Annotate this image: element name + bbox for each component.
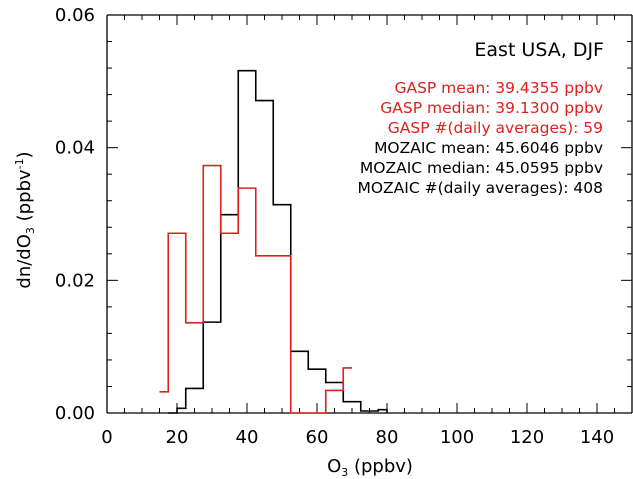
- x-tick-label: 0: [101, 427, 112, 448]
- x-tick-label: 60: [306, 427, 329, 448]
- x-tick-label: 120: [510, 427, 544, 448]
- annotation-line: MOZAIC #(daily averages): 408: [357, 179, 603, 197]
- axes: [106, 14, 633, 414]
- y-axis-label-superscript: -1: [13, 158, 26, 169]
- y-tick-label: 0.00: [55, 403, 95, 424]
- y-tick-label: 0.06: [55, 5, 95, 26]
- tick-labels: 0 20 40 60 80 100 120 140 0.00 0.02 0.04 0.06: [55, 5, 614, 448]
- y-tick-label: 0.02: [55, 270, 95, 291]
- annotation-line: MOZAIC median: 45.0595 ppbv: [360, 159, 603, 177]
- y-axis-label: dn/dO3 (ppbv-1): [13, 151, 37, 288]
- annotations: GASP mean: 39.4355 ppbv GASP median: 39.1…: [357, 79, 603, 197]
- y-tick-label: 0.04: [55, 138, 95, 159]
- chart-title: East USA, DJF: [474, 39, 604, 61]
- x-axis-label-suffix: (ppbv): [348, 456, 413, 477]
- series-lines: [159, 69, 388, 414]
- annotation-line: MOZAIC mean: 45.6046 ppbv: [374, 139, 603, 157]
- annotation-line: GASP median: 39.1300 ppbv: [380, 99, 603, 117]
- x-axis-label-subscript: 3: [341, 466, 348, 479]
- x-tick-label: 20: [166, 427, 189, 448]
- x-axis-label: O3 (ppbv): [327, 456, 413, 479]
- y-axis-label-main: dn/dO: [14, 234, 35, 289]
- y-axis-label-suffix: (ppbv: [14, 169, 35, 227]
- y-axis-label-close: ): [14, 151, 35, 158]
- annotation-line: GASP #(daily averages): 59: [388, 119, 603, 137]
- x-tick-label: 100: [440, 427, 474, 448]
- x-axis-label-main: O: [327, 456, 341, 477]
- annotation-line: GASP mean: 39.4355 ppbv: [394, 79, 603, 97]
- x-tick-label: 40: [236, 427, 259, 448]
- tick-marks: [106, 14, 633, 414]
- series-line-mozaic: [168, 69, 388, 414]
- series-line-gasp: [159, 164, 352, 414]
- y-axis-label-subscript: 3: [24, 227, 37, 234]
- x-tick-label: 80: [376, 427, 399, 448]
- x-tick-label: 140: [580, 427, 614, 448]
